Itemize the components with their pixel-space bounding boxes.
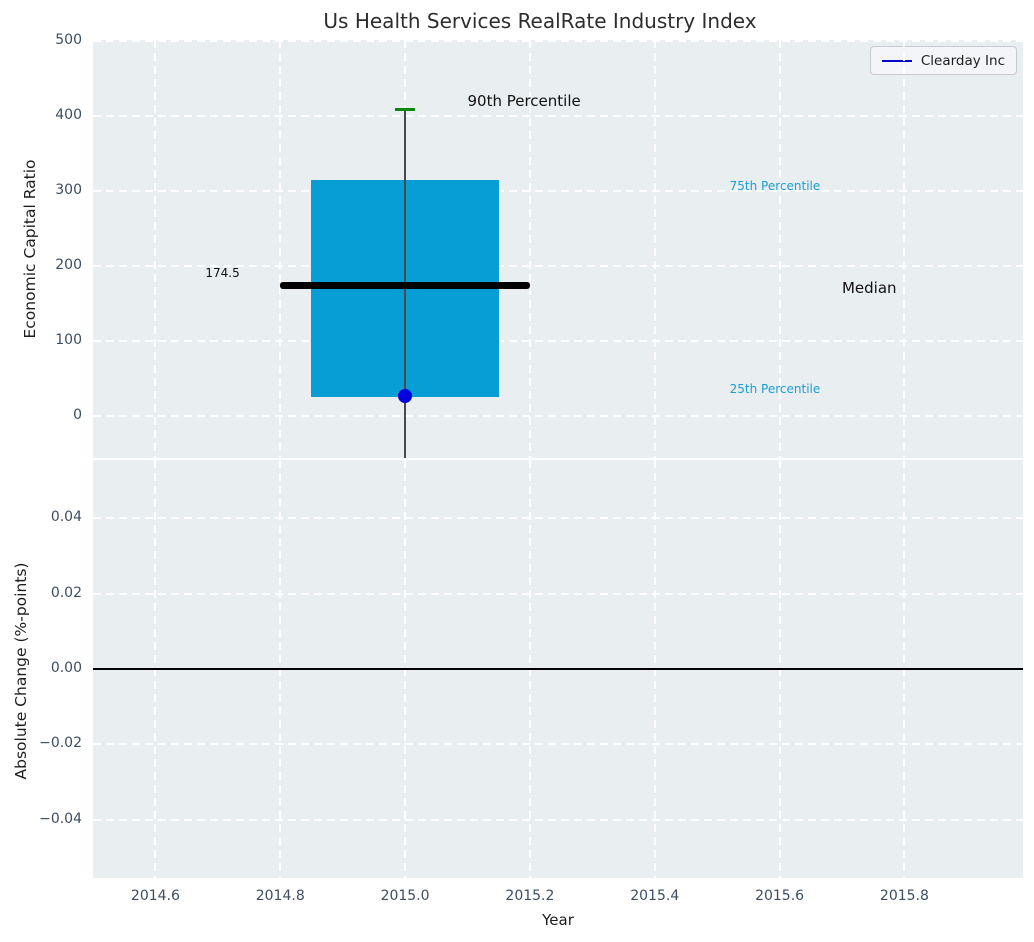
gridline bbox=[93, 592, 1023, 595]
y-tick-label: 200 bbox=[55, 256, 82, 273]
gridline bbox=[653, 40, 656, 458]
x-tick-label: 2014.6 bbox=[130, 888, 180, 904]
y-tick-label: −0.02 bbox=[39, 735, 82, 752]
y-tick-label: 100 bbox=[55, 331, 82, 348]
median-line bbox=[280, 281, 530, 289]
annotation-median-value: 174.5 bbox=[205, 265, 240, 280]
gridline bbox=[154, 40, 157, 458]
gridline bbox=[903, 40, 906, 458]
annotation-p25: 25th Percentile bbox=[729, 381, 821, 396]
p90-cap bbox=[395, 108, 416, 112]
gridline bbox=[279, 40, 282, 458]
gridline bbox=[93, 39, 1023, 42]
y-tick-label: 0.02 bbox=[50, 584, 82, 601]
annotation-median: Median bbox=[841, 278, 897, 297]
gridline bbox=[93, 189, 1023, 192]
y-tick-label: −0.04 bbox=[39, 810, 82, 827]
x-axis-label: Year bbox=[542, 911, 574, 929]
legend-label: Clearday Inc bbox=[920, 52, 1005, 69]
gridline bbox=[93, 743, 1023, 746]
annotation-p90: 90th Percentile bbox=[467, 91, 581, 110]
y-tick-label: 0 bbox=[73, 406, 82, 423]
y-tick-label: 400 bbox=[55, 106, 82, 123]
x-tick-label: 2015.8 bbox=[879, 888, 929, 904]
x-tick-label: 2015.4 bbox=[630, 888, 680, 904]
gridline bbox=[93, 114, 1023, 117]
y-tick-label: 0.00 bbox=[50, 660, 82, 676]
legend: Clearday Inc bbox=[869, 46, 1017, 75]
chart-title: Us Health Services RealRate Industry Ind… bbox=[323, 9, 757, 33]
gridline bbox=[528, 40, 531, 458]
gridline bbox=[778, 40, 781, 458]
data-point bbox=[398, 388, 413, 403]
gridline bbox=[93, 414, 1023, 417]
x-tick-label: 2015.2 bbox=[505, 888, 555, 904]
x-tick-label: 2015.0 bbox=[380, 888, 430, 904]
legend-line-sample-icon bbox=[881, 59, 912, 62]
y-tick-label: 300 bbox=[55, 181, 82, 198]
gridline bbox=[93, 517, 1023, 520]
top-plot-area bbox=[93, 40, 1023, 458]
y-tick-label: 500 bbox=[55, 31, 82, 48]
gridline bbox=[93, 339, 1023, 342]
zero-line bbox=[93, 668, 1023, 670]
annotation-p75: 75th Percentile bbox=[729, 178, 821, 193]
y-tick-label: 0.04 bbox=[50, 509, 82, 526]
x-tick-label: 2014.8 bbox=[255, 888, 305, 904]
gridline bbox=[93, 818, 1023, 821]
gridline bbox=[93, 264, 1023, 267]
x-tick-label: 2015.6 bbox=[755, 888, 805, 904]
